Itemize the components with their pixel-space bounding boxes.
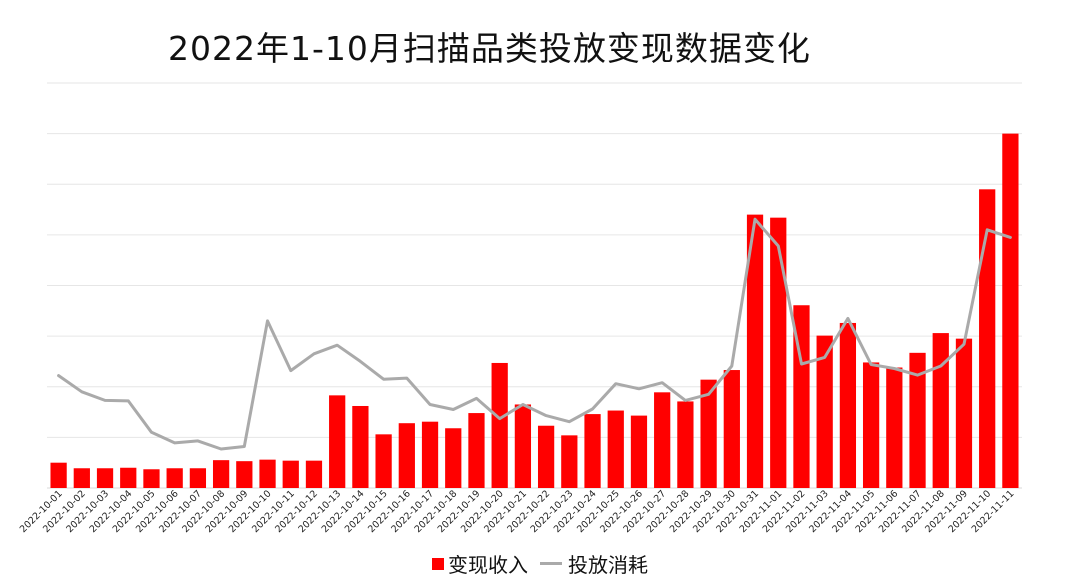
bar-revenue	[677, 401, 694, 488]
legend-label-spend: 投放消耗	[568, 553, 648, 577]
bar-revenue	[96, 468, 114, 488]
bar-revenue	[445, 428, 462, 488]
point-spend	[289, 369, 292, 372]
point-spend	[591, 407, 594, 411]
bar-revenue	[421, 421, 439, 488]
bar-revenue	[584, 414, 601, 488]
bar-revenue	[120, 467, 137, 488]
bar-revenue	[723, 370, 740, 488]
bar-revenue	[259, 459, 276, 488]
point-spend	[266, 319, 269, 323]
point-spend	[475, 397, 478, 400]
bar-revenue	[630, 415, 648, 488]
bar-revenue	[537, 425, 555, 488]
point-spend	[637, 387, 641, 390]
bar-revenue	[886, 367, 903, 488]
bar-revenue	[50, 462, 67, 488]
bar-revenue	[491, 362, 508, 488]
point-spend	[382, 377, 385, 381]
bar-revenue	[607, 410, 624, 488]
chart-title: 2022年1-10月扫描品类投放变现数据变化	[168, 29, 811, 68]
bar-revenue	[329, 395, 346, 488]
legend-swatch-spend	[540, 562, 562, 565]
point-spend	[730, 364, 734, 368]
bar-revenue	[932, 333, 949, 488]
point-spend	[428, 403, 432, 406]
legend-swatch-revenue	[432, 557, 444, 570]
point-spend	[544, 414, 548, 417]
bar-revenue	[212, 460, 230, 488]
bar-revenue	[305, 460, 323, 488]
bar-revenue	[909, 352, 926, 488]
point-spend	[962, 343, 966, 346]
bar-revenue	[282, 460, 299, 488]
point-spend	[312, 352, 316, 356]
line-spend	[57, 217, 1012, 451]
bar-revenue	[862, 362, 880, 488]
point-spend	[80, 390, 84, 394]
bar-revenue	[793, 305, 810, 488]
point-spend	[800, 362, 803, 366]
bar-revenue	[189, 468, 207, 488]
bar-revenue	[236, 461, 253, 488]
point-spend	[243, 445, 246, 448]
bar-revenue	[979, 189, 996, 488]
point-spend	[150, 431, 153, 434]
point-spend	[823, 356, 826, 359]
point-spend	[939, 364, 942, 368]
point-spend	[173, 441, 176, 445]
legend-item-revenue: 变现收入	[432, 549, 528, 578]
point-spend	[614, 382, 617, 385]
point-spend	[707, 393, 710, 396]
point-spend	[498, 417, 501, 420]
bar-revenue	[1002, 133, 1019, 488]
point-spend	[684, 399, 687, 402]
bar-revenue	[770, 217, 787, 488]
point-spend	[359, 360, 362, 363]
bar-revenue	[746, 214, 764, 488]
bar-revenue	[816, 335, 833, 488]
point-spend	[57, 374, 60, 377]
point-spend	[753, 217, 757, 221]
bar-revenue	[514, 404, 532, 488]
chart-legend: 变现收入 投放消耗	[0, 549, 1080, 578]
point-spend	[127, 399, 130, 403]
legend-label-revenue: 变现收入	[448, 553, 528, 577]
bar-revenue	[839, 322, 857, 488]
legend-item-spend: 投放消耗	[540, 549, 648, 578]
bar-revenue	[73, 468, 90, 488]
bar-revenue	[375, 434, 392, 488]
point-spend	[846, 317, 850, 320]
point-spend	[916, 373, 919, 377]
bar-revenue	[143, 469, 160, 488]
bar-revenue	[700, 379, 717, 488]
bar-revenue	[166, 468, 183, 488]
bar-revenue	[561, 435, 578, 488]
point-spend	[568, 420, 571, 423]
point-spend	[1009, 236, 1012, 239]
point-spend	[660, 381, 664, 384]
point-spend	[777, 244, 780, 248]
bar-revenue	[955, 338, 973, 488]
point-spend	[521, 403, 525, 406]
point-spend	[869, 363, 873, 366]
bar-revenue	[468, 413, 485, 488]
point-spend	[219, 447, 223, 451]
point-spend	[335, 344, 339, 347]
point-spend	[985, 228, 989, 232]
point-spend	[103, 399, 107, 402]
point-spend	[452, 408, 455, 411]
bar-revenue	[398, 423, 415, 488]
bar-revenue	[654, 392, 671, 488]
point-spend	[405, 376, 409, 380]
point-spend	[893, 367, 896, 370]
point-spend	[196, 439, 200, 443]
bar-revenue	[352, 405, 369, 488]
